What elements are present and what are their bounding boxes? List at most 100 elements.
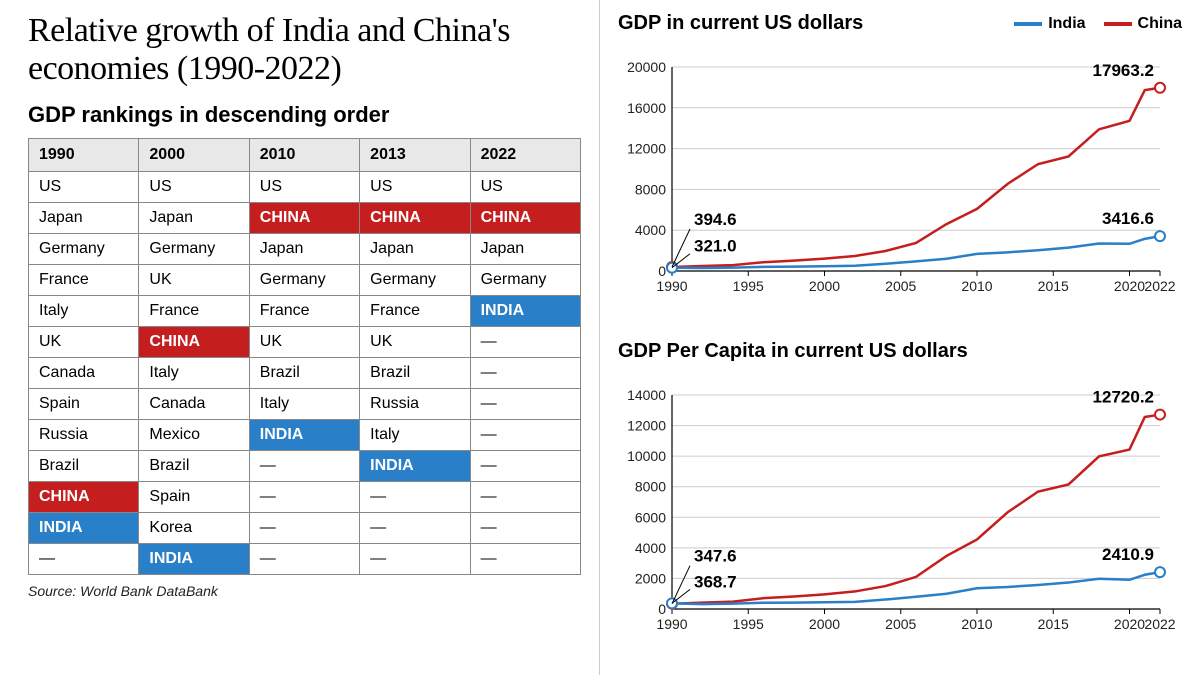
table-cell: INDIA [29,513,139,544]
legend-swatch-india [1014,22,1042,26]
table-cell: — [470,513,580,544]
table-cell: Germany [249,265,359,296]
table-cell: Mexico [139,420,249,451]
main-title: Relative growth of India and China's eco… [28,12,581,88]
table-cell: Brazil [249,358,359,389]
svg-text:4000: 4000 [635,222,666,238]
table-header: 2013 [360,139,470,172]
table-header: 2010 [249,139,359,172]
svg-text:368.7: 368.7 [694,572,737,591]
table-row: CHINASpain——— [29,482,581,513]
svg-text:12000: 12000 [627,417,666,433]
table-cell: INDIA [470,296,580,327]
table-cell: — [360,513,470,544]
svg-text:4000: 4000 [635,539,666,555]
table-row: JapanJapanCHINACHINACHINA [29,203,581,234]
table-cell: US [29,172,139,203]
table-cell: Canada [29,358,139,389]
table-cell: Russia [360,389,470,420]
svg-text:2000: 2000 [809,616,840,632]
table-cell: Spain [139,482,249,513]
table-cell: — [470,482,580,513]
table-cell: US [249,172,359,203]
table-cell: US [360,172,470,203]
table-cell: France [139,296,249,327]
table-cell: INDIA [360,451,470,482]
table-cell: CHINA [29,482,139,513]
svg-text:2022: 2022 [1144,278,1175,294]
gdp-per-capita-chart: 0 2000 4000 6000 8000 10000 12000 14000 1990 1995… [618,367,1178,637]
table-cell: — [470,544,580,575]
table-cell: Italy [29,296,139,327]
table-cell: Spain [29,389,139,420]
table-cell: Germany [360,265,470,296]
svg-text:3416.6: 3416.6 [1102,209,1154,228]
svg-text:0: 0 [658,263,666,279]
svg-text:8000: 8000 [635,478,666,494]
table-cell: Japan [139,203,249,234]
rankings-table: 19902000201020132022 USUSUSUSUSJapanJapa… [28,138,581,575]
left-panel: Relative growth of India and China's eco… [0,0,600,675]
gdp-chart: 0400080001200016000200001990199520002005… [618,39,1178,299]
table-row: ItalyFranceFranceFranceINDIA [29,296,581,327]
svg-text:1995: 1995 [733,616,764,632]
svg-text:10000: 10000 [627,448,666,464]
table-cell: US [139,172,249,203]
table-cell: Canada [139,389,249,420]
svg-text:394.6: 394.6 [694,210,737,229]
svg-text:2005: 2005 [885,616,916,632]
table-header: 2022 [470,139,580,172]
svg-text:2000: 2000 [809,278,840,294]
table-cell: France [360,296,470,327]
svg-text:14000: 14000 [627,387,666,403]
legend-china: China [1104,15,1182,33]
table-row: GermanyGermanyJapanJapanJapan [29,234,581,265]
table-cell: — [470,420,580,451]
table-row: RussiaMexicoINDIAItaly— [29,420,581,451]
svg-text:2015: 2015 [1038,278,1069,294]
svg-text:0: 0 [658,601,666,617]
svg-text:1990: 1990 [656,616,687,632]
table-row: INDIAKorea——— [29,513,581,544]
gdp-chart-block: GDP in current US dollars India China 04… [618,12,1182,340]
table-cell: — [470,451,580,482]
table-cell: UK [360,327,470,358]
svg-text:20000: 20000 [627,59,666,75]
legend: India China [1014,15,1182,33]
table-cell: INDIA [249,420,359,451]
table-cell: — [470,358,580,389]
table-header: 1990 [29,139,139,172]
table-cell: CHINA [360,203,470,234]
svg-text:2020: 2020 [1114,616,1145,632]
table-row: UKCHINAUKUK— [29,327,581,358]
legend-india: India [1014,15,1085,33]
table-cell: US [470,172,580,203]
table-cell: Korea [139,513,249,544]
table-row: SpainCanadaItalyRussia— [29,389,581,420]
table-cell: Italy [139,358,249,389]
table-row: USUSUSUSUS [29,172,581,203]
svg-text:2020: 2020 [1114,278,1145,294]
table-cell: CHINA [139,327,249,358]
svg-text:2022: 2022 [1144,616,1175,632]
table-cell: — [360,482,470,513]
table-cell: UK [249,327,359,358]
legend-swatch-china [1104,22,1132,26]
svg-text:6000: 6000 [635,509,666,525]
table-cell: Italy [360,420,470,451]
svg-text:347.6: 347.6 [694,546,737,565]
table-cell: France [249,296,359,327]
svg-text:16000: 16000 [627,100,666,116]
table-cell: — [249,482,359,513]
table-cell: Japan [249,234,359,265]
table-cell: — [249,513,359,544]
table-cell: — [470,327,580,358]
svg-text:2000: 2000 [635,570,666,586]
svg-text:2010: 2010 [961,616,992,632]
table-cell: Germany [29,234,139,265]
table-cell: Germany [470,265,580,296]
table-cell: Japan [29,203,139,234]
right-panel: GDP in current US dollars India China 04… [600,0,1200,675]
table-cell: — [470,389,580,420]
table-cell: UK [29,327,139,358]
